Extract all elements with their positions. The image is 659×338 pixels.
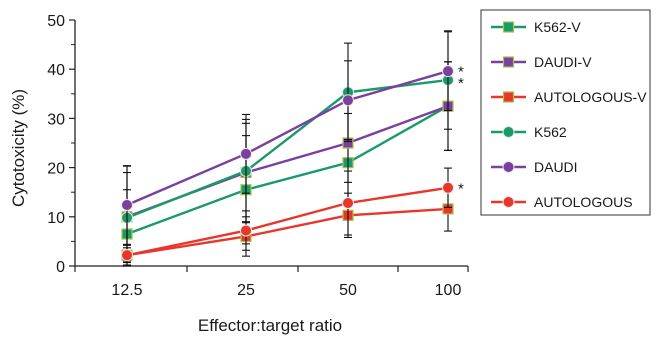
legend-label: DAUDI-V [534,54,592,70]
plot-area: *** [122,31,465,266]
x-tick-label: 100 [435,282,462,299]
axes: 0 10 20 30 40 50 12.5 25 50 100 [47,13,468,299]
series-k562-v [122,62,453,266]
legend-swatch-marker [504,57,514,67]
legend-label: AUTOLOGOUS [534,194,633,210]
data-point-circle [241,225,252,236]
legend-label: K562-V [534,19,581,35]
series-k562 [122,31,454,266]
data-point-circle [122,199,133,210]
x-tick-label: 50 [339,282,357,299]
y-tick-label: 40 [47,62,65,79]
data-point-circle [443,66,454,77]
legend-swatch-marker [503,197,514,208]
y-tick-label: 50 [47,13,65,30]
significance-marker: * [458,75,464,92]
legend-box [481,10,650,215]
y-tick-label: 30 [47,111,65,128]
series-daudi-v [122,62,453,261]
legend-swatch-marker [504,92,514,102]
series-autologous-v [122,187,453,265]
data-point-circle [343,198,354,209]
y-axis-title: Cytotoxicity (%) [9,89,28,207]
y-tick-label: 20 [47,161,65,178]
x-axis-title: Effector:target ratio [198,316,342,335]
x-tick-label: 25 [237,282,255,299]
series-line [127,106,448,217]
legend-label: DAUDI [534,159,578,175]
legend-label: K562 [534,124,567,140]
legend: K562-V DAUDI-V AUTOLOGOUS-V K562 DAUDI AUTOLO… [481,10,650,215]
legend-item: DAUDI-V [491,54,592,70]
legend-swatch-marker [504,22,514,32]
series-line [127,80,448,218]
data-point-circle [241,148,252,159]
data-point-circle [343,95,354,106]
data-point-circle [122,250,133,261]
y-tick-label: 10 [47,210,65,227]
legend-label: AUTOLOGOUS-V [534,89,647,105]
data-point-circle [443,182,454,193]
legend-swatch-marker [503,127,514,138]
y-tick-label: 0 [56,259,65,276]
series-line [127,106,448,234]
significance-marker: * [458,180,464,197]
legend-swatch-marker [503,162,514,173]
x-tick-label: 12.5 [111,282,142,299]
